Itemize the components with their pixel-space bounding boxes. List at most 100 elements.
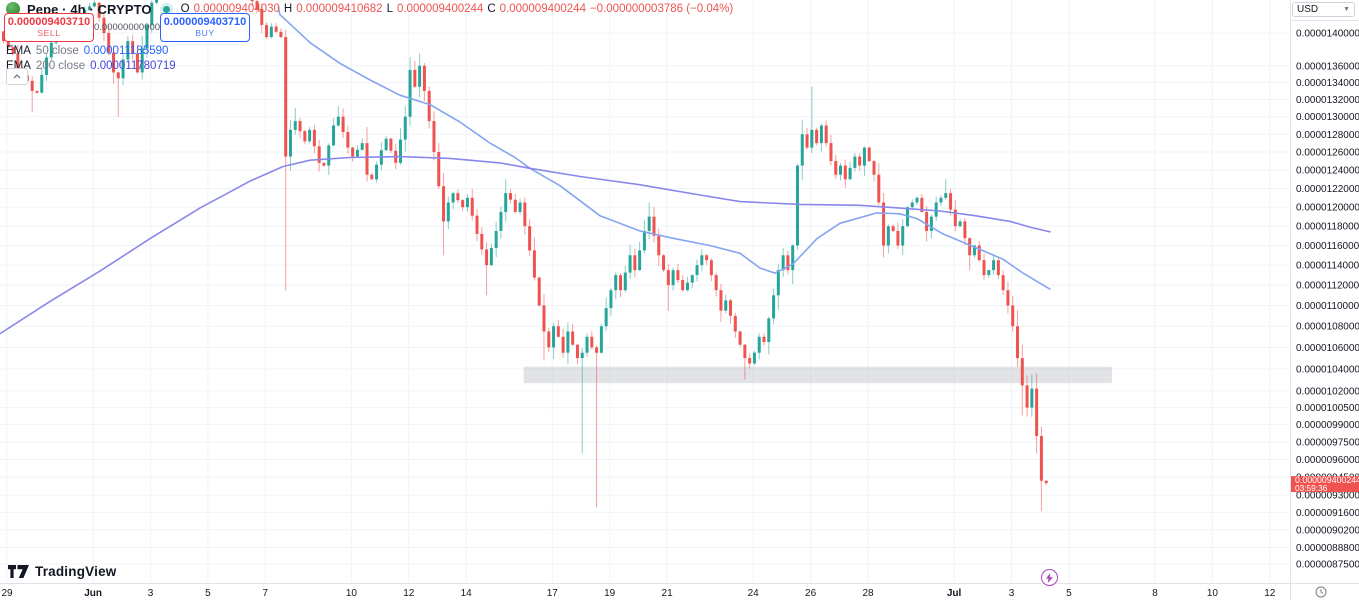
svg-text:12: 12 — [1264, 588, 1276, 599]
svg-text:10: 10 — [346, 588, 358, 599]
open-label: O — [180, 3, 190, 15]
collapse-legend-button[interactable] — [6, 68, 28, 85]
clock-button[interactable] — [1313, 585, 1328, 598]
buy-label: BUY — [195, 27, 215, 38]
svg-text:0.000009300000: 0.000009300000 — [1296, 491, 1359, 502]
svg-text:0.000009020000: 0.000009020000 — [1296, 525, 1359, 536]
svg-text:21: 21 — [662, 588, 674, 599]
clock-icon — [1315, 586, 1326, 597]
svg-text:Jun: Jun — [84, 588, 102, 599]
svg-text:14: 14 — [461, 588, 473, 599]
symbol-logo-icon — [6, 2, 20, 16]
ema50-name: EMA — [6, 44, 31, 57]
grid — [0, 0, 1289, 583]
caret-down-icon: ▼ — [1343, 6, 1350, 13]
svg-text:5: 5 — [205, 588, 211, 599]
svg-text:8: 8 — [1152, 588, 1158, 599]
tradingview-logo-text: TradingView — [35, 564, 117, 579]
svg-text:0.000012600000: 0.000012600000 — [1296, 148, 1359, 159]
legend-item-ema200[interactable]: EMA 200 close 0.000011780719 — [6, 58, 176, 73]
svg-text:0.000010200000: 0.000010200000 — [1296, 386, 1359, 397]
symbol-header: Pepe · 4h · CRYPTO O 0.000009404030 H 0.… — [6, 1, 733, 17]
lightning-bolt-icon — [1046, 572, 1053, 583]
close-label: C — [487, 3, 496, 15]
ema200-value: 0.000011780719 — [90, 59, 176, 72]
trade-panel: 0.000009403710 SELL 0.000000000000 0.000… — [4, 13, 250, 42]
ohlc-values: O 0.000009404030 H 0.000009410682 L 0.00… — [181, 3, 734, 15]
sell-button[interactable]: 0.000009403710 SELL — [4, 13, 94, 42]
svg-text:0.000013000000: 0.000013000000 — [1296, 112, 1359, 123]
ema-line-50[interactable] — [277, 6, 1051, 291]
buy-price: 0.000009403710 — [163, 16, 247, 29]
svg-text:19: 19 — [604, 588, 616, 599]
ema-line-200[interactable] — [0, 155, 1051, 335]
open-value: 0.000009404030 — [193, 3, 280, 15]
svg-text:0.000013400000: 0.000013400000 — [1296, 78, 1359, 89]
close-value: 0.000009400244 — [499, 3, 586, 15]
sell-price: 0.000009403710 — [7, 16, 91, 29]
time-axis[interactable]: 29 Jun 3 5 7 10 12 14 17 19 21 24 26 28 Jul 3 5 8 10 12 — [1, 588, 1275, 599]
tradingview-logo[interactable]: TradingView — [8, 564, 116, 579]
svg-text:0.000011400000: 0.000011400000 — [1296, 261, 1359, 272]
quick-trade-button[interactable] — [1041, 569, 1058, 586]
svg-text:0.000013600000: 0.000013600000 — [1296, 61, 1359, 72]
ema50-params: 50 close — [35, 44, 79, 57]
low-value: 0.000009400244 — [396, 3, 484, 15]
sell-label: SELL — [37, 27, 61, 38]
svg-text:0.000009750000: 0.000009750000 — [1296, 437, 1359, 448]
svg-text:Jul: Jul — [947, 588, 962, 599]
svg-text:0.000011000000: 0.000011000000 — [1296, 301, 1359, 312]
indicator-legend: EMA 50 close 0.000011185590 EMA 200 clos… — [6, 43, 176, 73]
svg-text:0.000012400000: 0.000012400000 — [1296, 166, 1359, 177]
tv-logo-icon — [8, 565, 29, 578]
candle-countdown: 03:59:36 — [1295, 483, 1328, 493]
svg-text:12: 12 — [403, 588, 415, 599]
svg-text:0.000009400244: 0.000009400244 — [1295, 475, 1359, 485]
svg-text:3: 3 — [1009, 588, 1015, 599]
svg-text:0.000012000000: 0.000012000000 — [1296, 203, 1359, 214]
legend-item-ema50[interactable]: EMA 50 close 0.000011185590 — [6, 43, 176, 58]
svg-text:3: 3 — [148, 588, 154, 599]
svg-text:10: 10 — [1207, 588, 1219, 599]
svg-text:28: 28 — [862, 588, 874, 599]
change-value: −0.000000003786 (−0.04%) — [589, 3, 734, 15]
ema50-value: 0.000011185590 — [83, 44, 169, 57]
currency-value: USD — [1297, 4, 1319, 15]
svg-text:24: 24 — [748, 588, 760, 599]
svg-text:0.000008750000: 0.000008750000 — [1296, 560, 1359, 571]
svg-text:0.000009600000: 0.000009600000 — [1296, 455, 1359, 466]
symbol-title[interactable]: Pepe · 4h · CRYPTO — [27, 1, 152, 17]
svg-text:0.000009160000: 0.000009160000 — [1296, 508, 1359, 519]
market-status-icon[interactable] — [162, 5, 170, 13]
svg-text:0.000010600000: 0.000010600000 — [1296, 343, 1359, 354]
low-label: L — [386, 3, 393, 15]
ema200-params: 200 close — [35, 59, 86, 72]
svg-text:0.000012200000: 0.000012200000 — [1296, 184, 1359, 195]
candles — [2, 0, 1048, 512]
svg-text:0.000011200000: 0.000011200000 — [1296, 281, 1359, 292]
svg-text:7: 7 — [263, 588, 269, 599]
svg-text:29: 29 — [1, 588, 13, 599]
svg-text:0.000011800000: 0.000011800000 — [1296, 222, 1359, 233]
support-zone[interactable] — [523, 366, 1112, 384]
svg-text:0.000014000000: 0.000014000000 — [1296, 29, 1359, 40]
svg-text:5: 5 — [1066, 588, 1072, 599]
svg-text:0.000010400000: 0.000010400000 — [1296, 364, 1359, 375]
chevron-up-icon — [13, 74, 21, 79]
svg-text:0.000013200000: 0.000013200000 — [1296, 95, 1359, 106]
buy-button[interactable]: 0.000009403710 BUY — [160, 13, 250, 42]
svg-text:0.000010050000: 0.000010050000 — [1296, 403, 1359, 414]
spread-value: 0.000000000000 — [94, 22, 166, 33]
svg-text:0.000011600000: 0.000011600000 — [1296, 241, 1359, 252]
svg-text:17: 17 — [547, 588, 559, 599]
currency-dropdown[interactable]: USD ▼ — [1292, 2, 1355, 17]
svg-text:0.000009900000: 0.000009900000 — [1296, 420, 1359, 431]
high-label: H — [283, 3, 293, 15]
svg-text:26: 26 — [805, 588, 817, 599]
high-value: 0.000009410682 — [296, 3, 383, 15]
svg-text:0.000008880000: 0.000008880000 — [1296, 543, 1359, 554]
svg-text:0.000012800000: 0.000012800000 — [1296, 130, 1359, 141]
